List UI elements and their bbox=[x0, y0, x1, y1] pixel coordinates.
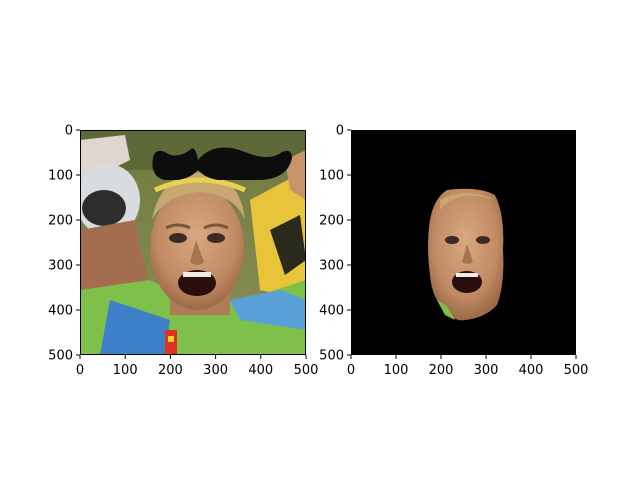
right-x-tick-label: 200 bbox=[429, 363, 454, 378]
left-y-tick-label: 400 bbox=[48, 304, 73, 319]
cyclist-photo bbox=[80, 130, 306, 355]
left-y-tick-label: 100 bbox=[48, 169, 73, 184]
left-x-tick-label: 0 bbox=[76, 363, 84, 378]
left-x-tick-label: 400 bbox=[248, 363, 273, 378]
mustache-overlay bbox=[152, 147, 292, 180]
right-x-tick-label: 500 bbox=[564, 363, 589, 378]
right-x-tick-label: 0 bbox=[347, 363, 355, 378]
right-y-tick-label: 300 bbox=[319, 259, 344, 274]
right-y-tick-label: 200 bbox=[319, 214, 344, 229]
segmented-face-image bbox=[351, 130, 576, 355]
right-x-tick-label: 400 bbox=[519, 363, 544, 378]
left-x-tick-label: 100 bbox=[113, 363, 138, 378]
left-image-panel bbox=[80, 130, 306, 355]
left-x-tick-label: 300 bbox=[203, 363, 228, 378]
left-y-tick-label: 0 bbox=[65, 124, 73, 139]
left-y-tick-label: 300 bbox=[48, 259, 73, 274]
right-x-tick-label: 300 bbox=[474, 363, 499, 378]
right-y-tick-label: 400 bbox=[319, 304, 344, 319]
right-y-tick-label: 500 bbox=[319, 349, 344, 364]
left-y-tick-label: 200 bbox=[48, 214, 73, 229]
right-y-tick-label: 0 bbox=[336, 124, 344, 139]
left-x-tick-label: 500 bbox=[294, 363, 319, 378]
left-x-tick-label: 200 bbox=[158, 363, 183, 378]
left-y-tick-label: 500 bbox=[48, 349, 73, 364]
right-image-panel bbox=[351, 130, 576, 355]
right-x-tick-label: 100 bbox=[384, 363, 409, 378]
right-y-tick-label: 100 bbox=[319, 169, 344, 184]
